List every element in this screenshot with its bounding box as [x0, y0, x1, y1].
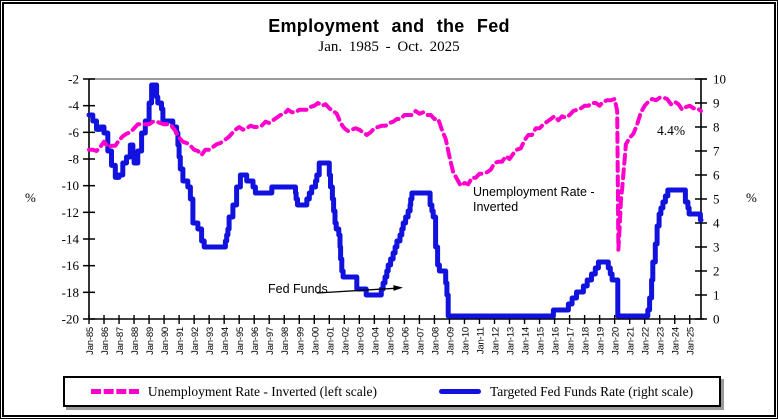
- left-tick-label: -12: [62, 205, 79, 220]
- left-tick-label: -6: [68, 125, 79, 140]
- x-tick-label: Jan-13: [506, 327, 517, 355]
- x-tick-label: Jan-94: [220, 327, 231, 355]
- legend-label-fed-funds: Targeted Fed Funds Rate (right scale): [489, 383, 694, 399]
- right-tick-label: 1: [713, 288, 720, 303]
- chart-header: Employment and the Fed Jan. 1985 - Oct. …: [1, 16, 777, 56]
- left-tick-label: -10: [62, 178, 79, 193]
- right-tick-label: 10: [713, 72, 726, 87]
- left-tick-label: -14: [62, 232, 80, 247]
- x-tick-label: Jan-97: [265, 327, 276, 355]
- x-tick-label: Jan-19: [596, 327, 607, 355]
- x-tick-label: Jan-10: [461, 327, 472, 355]
- x-tick-label: Jan-23: [656, 327, 667, 355]
- x-tick-label: Jan-08: [430, 327, 441, 355]
- x-tick-label: Jan-87: [115, 327, 126, 355]
- legend-item-unemployment: Unemployment Rate - Inverted (left scale…: [90, 383, 377, 400]
- x-tick-label: Jan-22: [641, 327, 652, 355]
- x-tick-label: Jan-85: [85, 327, 96, 355]
- x-tick-label: Jan-12: [491, 327, 502, 355]
- unemployment-annotation: Unemployment Rate - Inverted: [473, 185, 595, 214]
- x-tick-label: Jan-16: [551, 327, 562, 355]
- right-tick-label: 5: [713, 192, 720, 207]
- x-tick-label: Jan-96: [250, 327, 261, 355]
- x-tick-label: Jan-99: [295, 327, 306, 355]
- x-tick-label: Jan-17: [566, 327, 577, 355]
- x-tick-label: Jan-95: [235, 327, 246, 355]
- right-tick-label: 4: [713, 216, 720, 231]
- x-tick-label: Jan-86: [100, 327, 111, 355]
- x-tick-label: Jan-06: [400, 327, 411, 355]
- x-tick-label: Jan-88: [130, 327, 141, 355]
- right-tick-label: 7: [713, 144, 720, 159]
- x-tick-label: Jan-04: [370, 327, 381, 355]
- latest-unemployment-value: 4.4%: [657, 123, 686, 138]
- right-tick-label: 6: [713, 168, 720, 183]
- x-tick-label: Jan-02: [340, 327, 351, 355]
- x-tick-label: Jan-21: [626, 327, 637, 355]
- left-tick-label: -4: [68, 98, 79, 113]
- x-tick-label: Jan-01: [325, 327, 336, 355]
- x-tick-label: Jan-98: [280, 327, 291, 355]
- right-tick-label: 9: [713, 96, 720, 111]
- unemployment-annotation-line2: Inverted: [473, 199, 519, 214]
- left-tick-label: -2: [68, 72, 79, 87]
- fed-funds-line-sample: [438, 389, 481, 394]
- x-tick-label: Jan-89: [145, 327, 156, 355]
- x-tick-label: Jan-00: [310, 327, 321, 355]
- right-tick-label: 0: [713, 312, 720, 327]
- x-tick-label: Jan-25: [686, 327, 697, 355]
- unemployment-annotation-line1: Unemployment Rate -: [473, 185, 595, 199]
- x-tick-label: Jan-09: [445, 327, 456, 355]
- x-tick-label: Jan-93: [205, 327, 216, 355]
- fed-funds-line: [86, 82, 704, 319]
- x-tick-label: Jan-18: [581, 327, 592, 355]
- x-tick-label: Jan-03: [355, 327, 366, 355]
- right-tick-label: 3: [713, 240, 720, 255]
- right-tick-label: 2: [713, 264, 720, 279]
- left-tick-label: -8: [68, 152, 79, 167]
- legend-label-unemployment: Unemployment Rate - Inverted (left scale…: [147, 383, 377, 399]
- x-tick-label: Jan-20: [611, 327, 622, 355]
- x-tick-label: Jan-15: [536, 327, 547, 355]
- left-tick-label: -18: [62, 285, 79, 300]
- x-tick-label: Jan-91: [175, 327, 186, 355]
- x-tick-label: Jan-92: [190, 327, 201, 355]
- left-tick-label: -16: [62, 258, 80, 273]
- left-tick-label: -20: [62, 312, 79, 327]
- unemployment-line: [87, 95, 703, 252]
- right-axis-unit-label: %: [746, 190, 757, 205]
- chart-subtitle: Jan. 1985 - Oct. 2025: [318, 39, 460, 55]
- x-tick-label: Jan-90: [160, 327, 171, 355]
- x-tick-label: Jan-11: [476, 327, 487, 354]
- x-tick-label: Jan-07: [415, 327, 426, 355]
- axis-ticks-and-labels: -2-4-6-8-10-12-14-16-18-20109876543210Ja…: [62, 72, 726, 355]
- data-series: [86, 82, 704, 319]
- fed-funds-arrow: [316, 285, 403, 294]
- unemployment-line-sample: [90, 389, 139, 394]
- legend: Unemployment Rate - Inverted (left scale…: [63, 376, 721, 407]
- legend-item-fed-funds: Targeted Fed Funds Rate (right scale): [438, 383, 694, 400]
- chart-plot: -2-4-6-8-10-12-14-16-18-20109876543210Ja…: [25, 72, 757, 355]
- fed-funds-annotation: Fed Funds: [268, 282, 328, 296]
- chart-title: Employment and the Fed: [268, 16, 510, 36]
- left-axis-unit-label: %: [25, 190, 36, 205]
- right-tick-label: 8: [713, 120, 720, 135]
- x-tick-label: Jan-24: [671, 327, 682, 355]
- x-tick-label: Jan-14: [521, 327, 532, 355]
- x-tick-label: Jan-05: [385, 327, 396, 355]
